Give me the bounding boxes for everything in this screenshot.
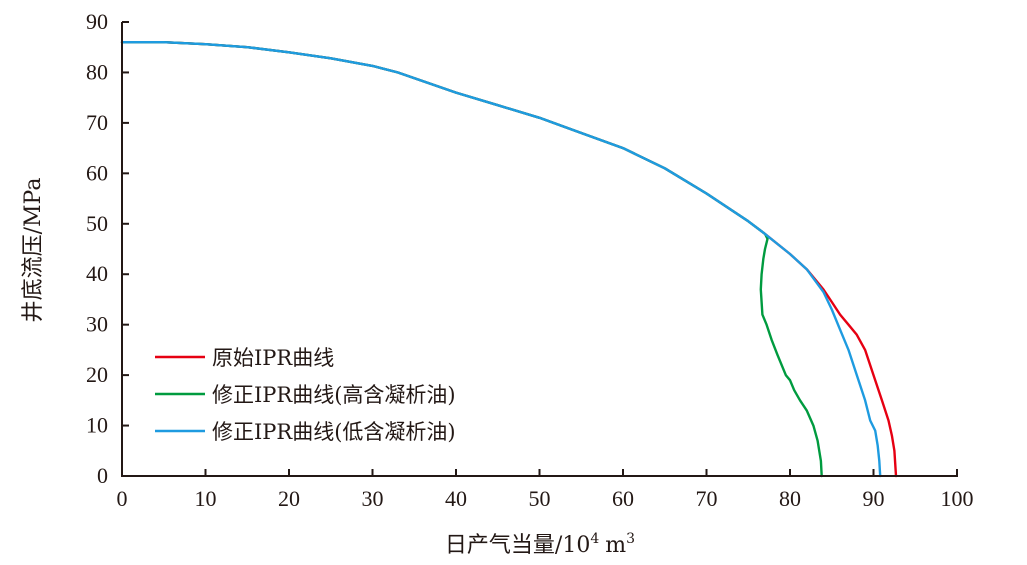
legend-label-2: 修正IPR曲线(低含凝析油) <box>212 420 456 444</box>
x-axis-ticks: 0 10 20 30 40 50 60 70 80 90 100 <box>117 469 974 511</box>
series-group <box>120 41 898 478</box>
y-tick-label: 50 <box>86 211 108 236</box>
x-tick-label: 90 <box>863 486 885 511</box>
x-tick-label: 0 <box>117 486 128 511</box>
y-tick-label: 90 <box>86 9 108 34</box>
series-line-0 <box>120 41 898 478</box>
x-tick-label: 100 <box>941 486 974 511</box>
x-tick-label: 30 <box>362 486 384 511</box>
x-tick-label: 50 <box>529 486 551 511</box>
y-tick-label: 40 <box>86 261 108 286</box>
series-line-2 <box>120 41 882 478</box>
y-tick-label: 10 <box>86 413 108 438</box>
x-tick-label: 80 <box>779 486 801 511</box>
y-tick-label: 20 <box>86 362 108 387</box>
series-line-1 <box>120 41 823 478</box>
x-tick-label: 20 <box>278 486 300 511</box>
legend-label-0: 原始IPR曲线 <box>212 346 334 370</box>
y-tick-label: 70 <box>86 110 108 135</box>
y-tick-label: 30 <box>86 312 108 337</box>
x-tick-label: 10 <box>195 486 217 511</box>
x-tick-label: 60 <box>612 486 634 511</box>
x-axis-title: 日产气当量/104 m3 <box>445 531 635 558</box>
x-tick-label: 70 <box>696 486 718 511</box>
y-tick-label: 80 <box>86 59 108 84</box>
y-tick-label: 60 <box>86 160 108 185</box>
legend-label-1: 修正IPR曲线(高含凝析油) <box>212 383 456 407</box>
x-tick-label: 40 <box>445 486 467 511</box>
y-axis-title: 井底流压/MPa <box>21 178 46 323</box>
y-axis-ticks: 0 10 20 30 40 50 60 70 80 90 <box>86 9 129 488</box>
y-tick-label: 0 <box>97 463 108 488</box>
